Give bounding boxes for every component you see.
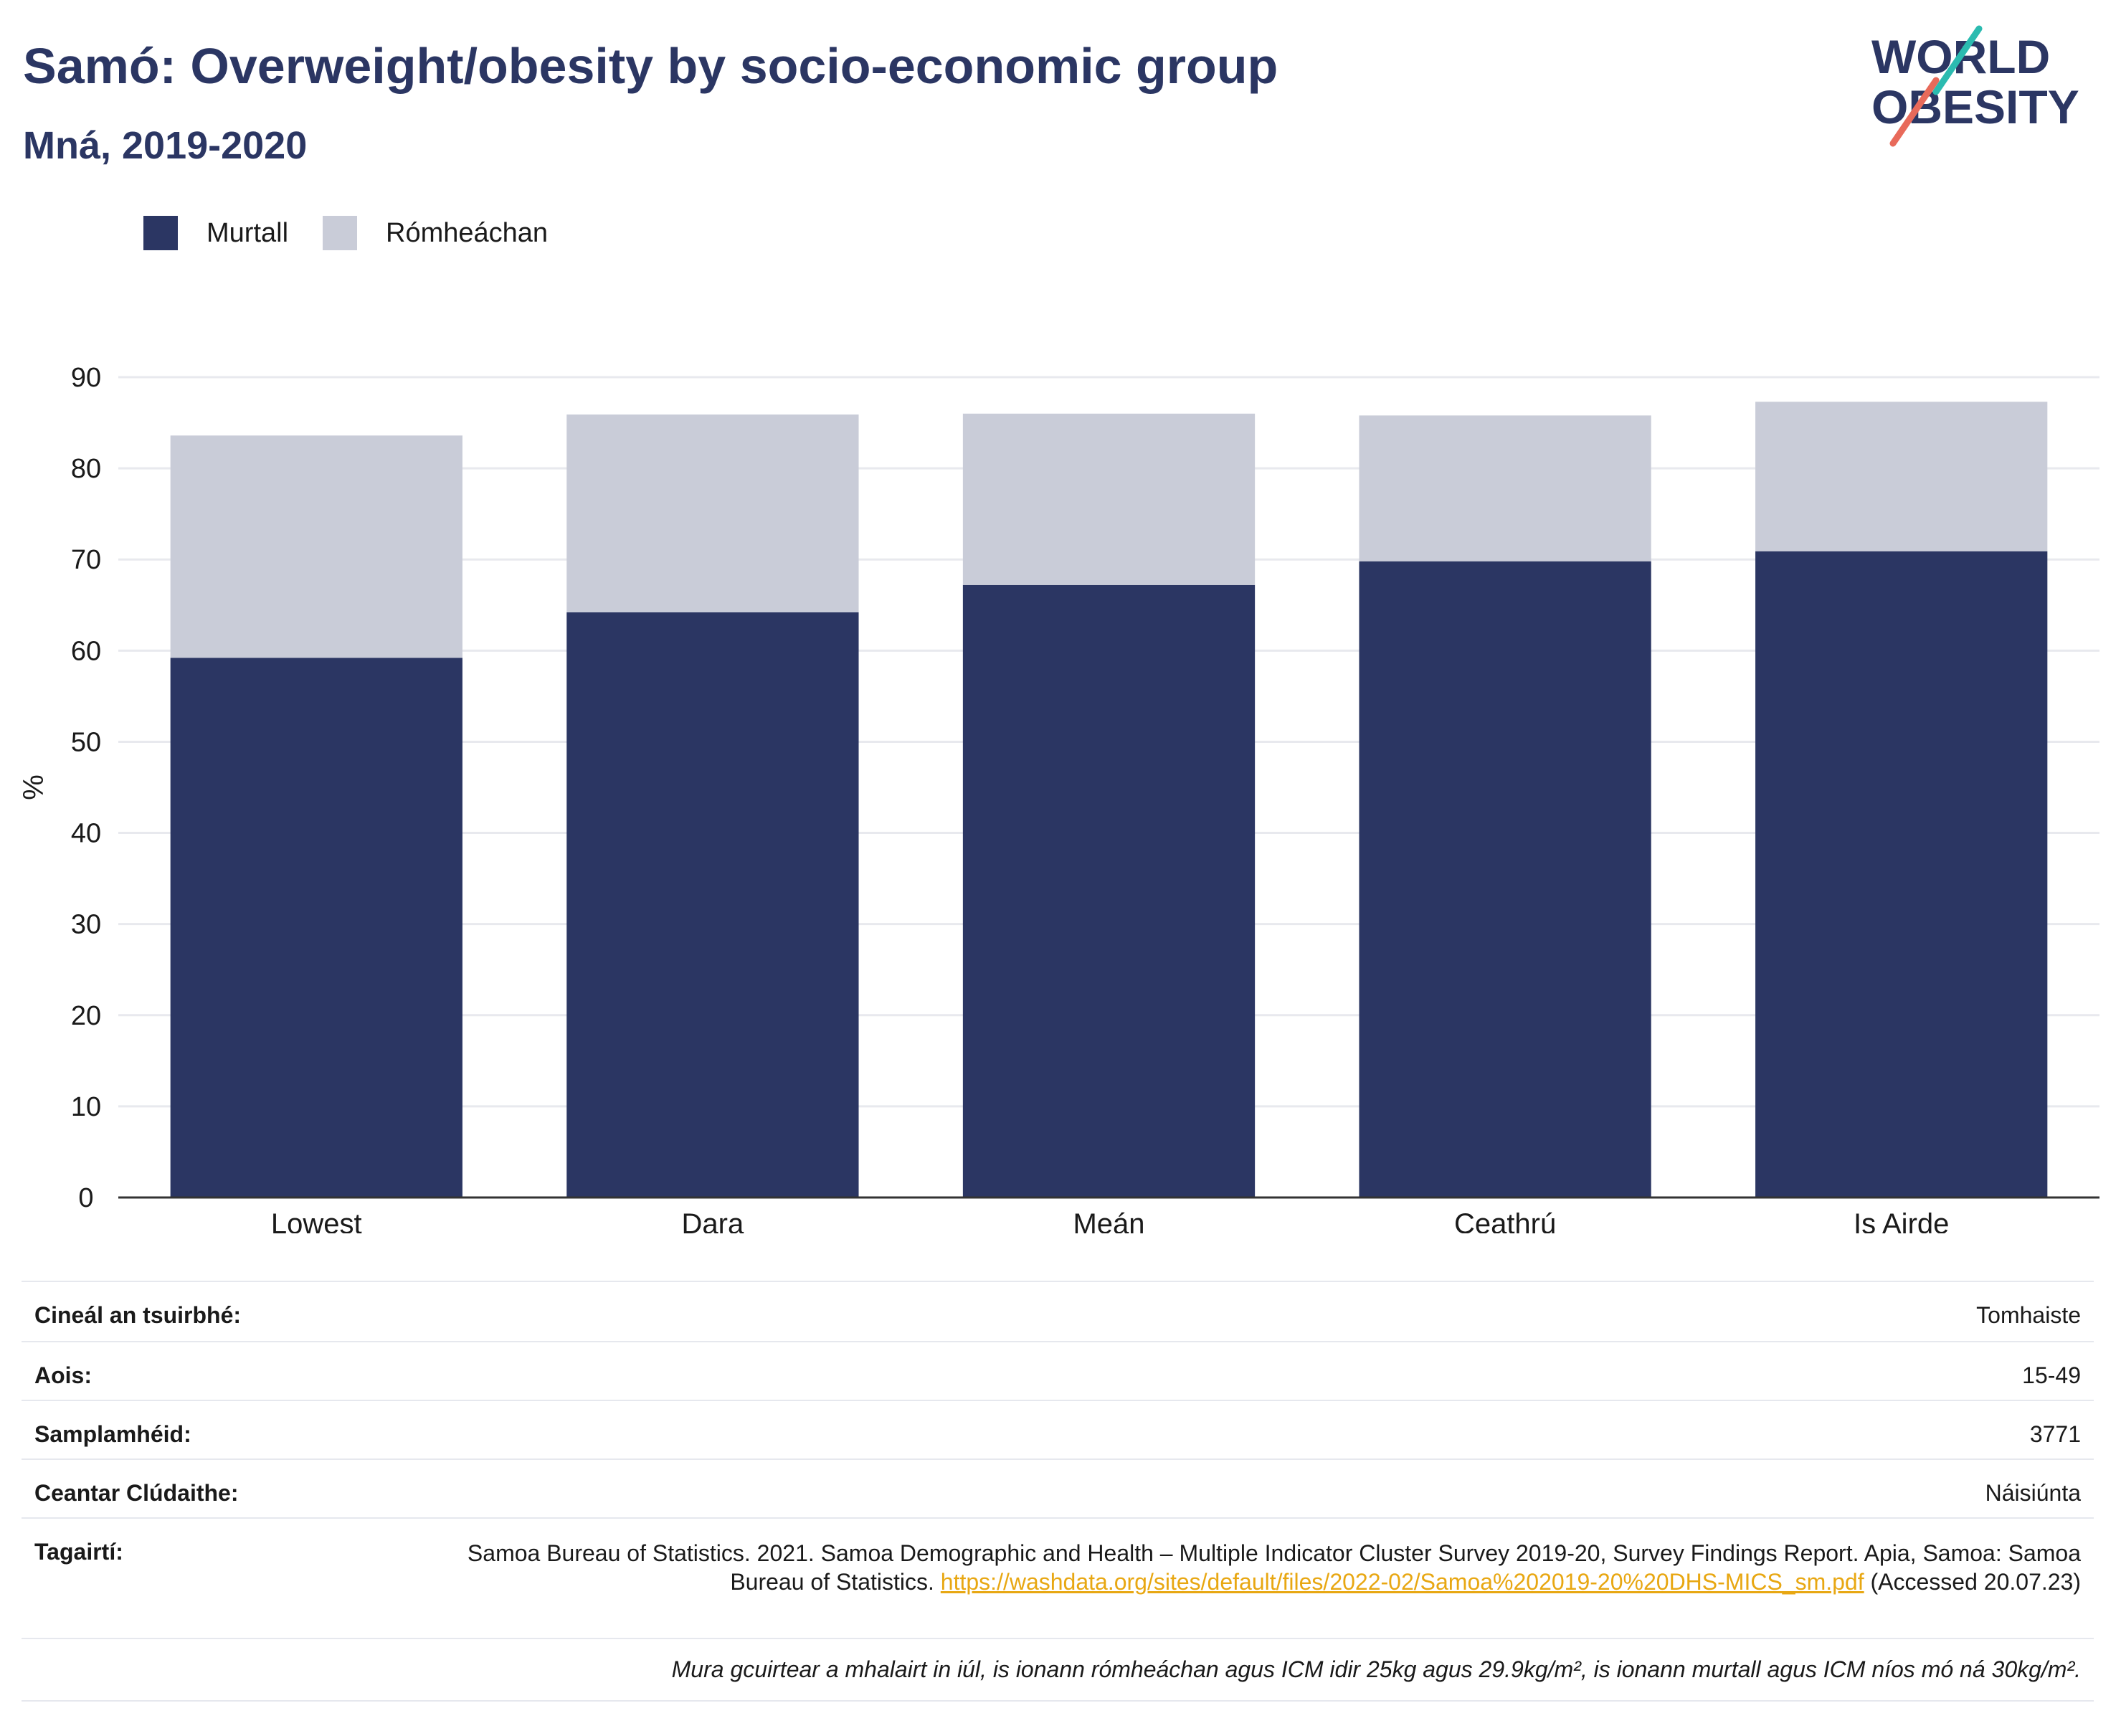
info-label: Tagairtí: <box>34 1539 123 1565</box>
y-tick-label: 0 <box>78 1183 93 1213</box>
y-tick-label: 70 <box>71 545 101 575</box>
info-label: Aois: <box>34 1362 92 1388</box>
y-axis-label: % <box>18 774 49 800</box>
info-row-coverage: Ceantar Clúdaithe: Náisiúnta <box>22 1458 2094 1517</box>
chart-title: Samó: Overweight/obesity by socio-econom… <box>23 38 1278 94</box>
y-tick-label: 90 <box>71 363 101 393</box>
y-tick-labels: 0 10 20 30 40 50 60 70 80 90 <box>71 363 101 1213</box>
info-value: Tomhaiste <box>1976 1302 2081 1328</box>
logo-coral-stroke <box>1889 77 1940 147</box>
reference-text: Samoa Bureau of Statistics. 2021. Samoa … <box>446 1539 2081 1596</box>
info-label: Ceantar Clúdaithe: <box>34 1480 239 1506</box>
bar-romheachan <box>1755 402 2048 551</box>
bar-murtall <box>1359 561 1651 1197</box>
info-value: 3771 <box>2029 1421 2081 1447</box>
info-label: Samplamhéid: <box>34 1421 191 1447</box>
y-tick-label: 10 <box>71 1092 101 1122</box>
reference-link[interactable]: https://washdata.org/sites/default/files… <box>940 1569 1864 1595</box>
world-obesity-logo: WORLD OBESITY <box>1871 25 2079 147</box>
legend-label-romheachan: Rómheáchan <box>386 217 549 248</box>
reference-accessed: (Accessed 20.07.23) <box>1864 1569 2082 1595</box>
reference-citation: Samoa Bureau of Statistics. 2021. Samoa … <box>467 1540 2081 1595</box>
x-tick-label: Ceathrú <box>1454 1208 1556 1233</box>
chart-legend: Murtall Rómheáchan <box>143 209 582 257</box>
logo-teal-stroke <box>1932 25 1983 95</box>
legend-swatch-romheachan <box>323 216 358 250</box>
x-tick-label: Dara <box>682 1208 744 1233</box>
info-value: Náisiúnta <box>1985 1480 2081 1506</box>
bar-murtall <box>566 612 859 1197</box>
bar-romheachan <box>962 413 1256 585</box>
y-tick-label: 50 <box>71 727 101 757</box>
y-tick-label: 20 <box>71 1001 101 1031</box>
bar-murtall <box>962 584 1256 1197</box>
info-row-references: Tagairtí: Samoa Bureau of Statistics. 20… <box>22 1517 2094 1638</box>
legend-item-romheachan: Rómheáchan <box>323 216 548 250</box>
definition-note: Mura gcuirtear a mhalairt in iúl, is ion… <box>22 1638 2094 1702</box>
info-row-age: Aois: 15-49 <box>22 1341 2094 1400</box>
bars <box>170 402 2048 1197</box>
bar-murtall <box>1755 551 2048 1197</box>
y-tick-label: 30 <box>71 910 101 940</box>
y-tick-label: 40 <box>71 819 101 849</box>
info-label: Cineál an tsuirbhé: <box>34 1302 242 1328</box>
x-tick-label: Is Airde <box>1854 1208 1949 1233</box>
bar-romheachan <box>170 435 462 658</box>
info-row-sample-size: Samplamhéid: 3771 <box>22 1400 2094 1458</box>
x-tick-label: Meán <box>1073 1208 1144 1233</box>
legend-item-murtall: Murtall <box>143 216 288 250</box>
stacked-bar-chart: 0 10 20 30 40 50 60 70 80 90 Lowest Dara Meán Ceathr… <box>18 363 2099 1233</box>
y-tick-label: 80 <box>71 454 101 484</box>
bar-murtall <box>170 658 462 1197</box>
bar-romheachan <box>566 414 859 612</box>
x-tick-labels: Lowest Dara Meán Ceathrú Is Airde <box>271 1208 1949 1233</box>
chart-subtitle: Mná, 2019-2020 <box>23 124 308 167</box>
survey-info-table: Cineál an tsuirbhé: Tomhaiste Aois: 15-4… <box>22 1281 2094 1702</box>
bar-romheachan <box>1359 415 1651 561</box>
x-tick-label: Lowest <box>271 1208 362 1233</box>
info-value: 15-49 <box>2022 1362 2081 1388</box>
legend-swatch-murtall <box>143 216 178 250</box>
legend-label-murtall: Murtall <box>207 217 289 248</box>
y-tick-label: 60 <box>71 636 101 666</box>
info-row-survey-type: Cineál an tsuirbhé: Tomhaiste <box>22 1281 2094 1341</box>
